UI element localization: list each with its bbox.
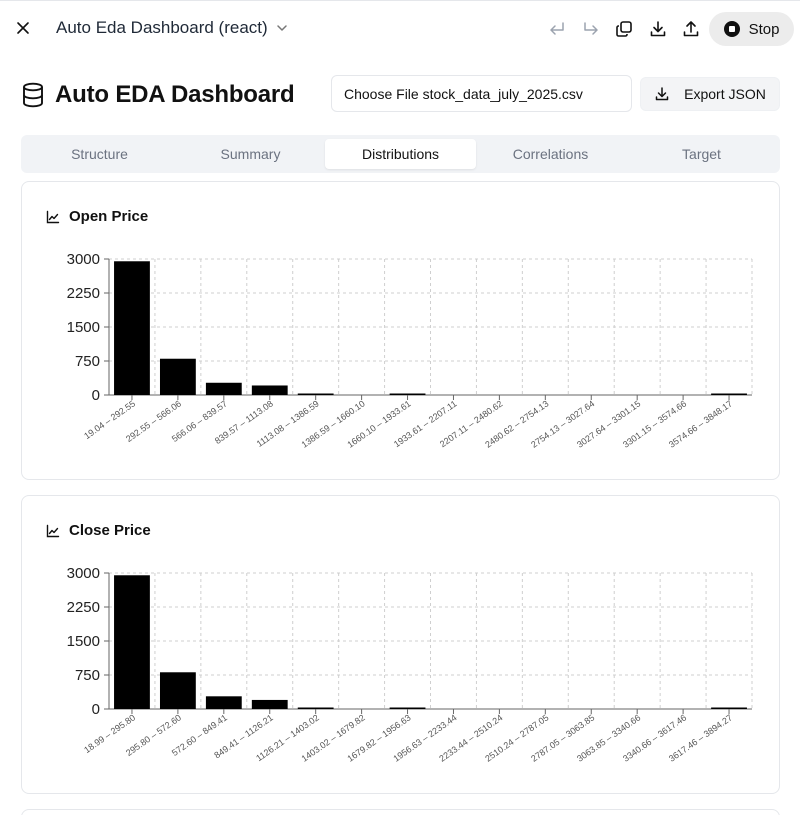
histogram-bar — [711, 393, 747, 395]
close-icon[interactable] — [12, 17, 34, 39]
stop-icon — [723, 21, 740, 37]
card-title: Open Price — [69, 208, 149, 225]
y-tick-label: 1500 — [67, 633, 100, 650]
histogram-bar — [159, 358, 196, 395]
histogram-bar — [389, 393, 426, 395]
histogram-bar — [711, 707, 747, 709]
tab-list: Structure Summary Distributions Correlat… — [21, 135, 780, 173]
y-tick-label: 0 — [92, 387, 100, 404]
line-chart-icon — [46, 210, 60, 224]
y-tick-label: 2250 — [67, 285, 100, 302]
y-tick-label: 0 — [92, 701, 100, 718]
histogram-bar — [389, 707, 426, 709]
copy-icon[interactable] — [613, 18, 635, 40]
tab-target[interactable]: Target — [682, 146, 721, 162]
y-tick-label: 3000 — [67, 251, 100, 268]
page-title: Auto EDA Dashboard — [55, 81, 295, 108]
database-icon — [21, 82, 45, 108]
card-header: Open Price — [46, 208, 148, 225]
chart-grid — [108, 258, 753, 396]
histogram-bar — [205, 382, 242, 395]
y-tick-label: 2250 — [67, 599, 100, 616]
y-tick-label: 3000 — [67, 565, 100, 582]
undo-icon[interactable] — [546, 18, 568, 40]
histogram-bar — [297, 707, 334, 709]
download-icon — [654, 86, 670, 102]
open-price-card: Open Price 0 750 1500 2250 3000 19.04 – 292.5… — [21, 181, 780, 480]
export-json-button[interactable]: Export JSON — [640, 77, 780, 111]
tab-distributions[interactable]: Distributions — [325, 139, 476, 169]
histogram-bar — [114, 261, 150, 395]
tab-summary[interactable]: Summary — [220, 146, 281, 162]
stop-label: Stop — [748, 20, 780, 38]
redo-icon[interactable] — [580, 18, 602, 40]
histogram-bar — [297, 393, 334, 395]
y-tick-label: 750 — [75, 667, 100, 684]
histogram-bar — [251, 699, 288, 709]
histogram-bar — [114, 575, 150, 709]
line-chart-icon — [46, 524, 60, 538]
histogram-bar — [159, 672, 196, 709]
window-title-dropdown[interactable]: Auto Eda Dashboard (react) — [56, 18, 288, 38]
stop-button[interactable]: Stop — [709, 12, 794, 46]
chart-grid — [108, 572, 753, 710]
chevron-down-icon — [276, 22, 288, 34]
tab-structure[interactable]: Structure — [71, 146, 128, 162]
y-tick-label: 750 — [75, 353, 100, 370]
histogram-bar — [251, 385, 288, 395]
download-icon[interactable] — [647, 18, 669, 40]
close-price-card: Close Price 0 750 1500 2250 3000 18.99 – 295.… — [21, 495, 780, 794]
file-chooser-input[interactable]: Choose File stock_data_july_2025.csv — [331, 75, 632, 112]
card-header: Close Price — [46, 522, 151, 539]
next-card — [21, 809, 780, 815]
histogram-bar — [205, 696, 242, 709]
window-title: Auto Eda Dashboard (react) — [56, 18, 268, 37]
y-tick-label: 1500 — [67, 319, 100, 336]
card-title: Close Price — [69, 522, 151, 539]
share-icon[interactable] — [680, 18, 702, 40]
export-json-label: Export JSON — [684, 86, 766, 102]
tab-correlations[interactable]: Correlations — [512, 146, 589, 162]
window-toolbar: Auto Eda Dashboard (react) Stop — [0, 0, 800, 56]
